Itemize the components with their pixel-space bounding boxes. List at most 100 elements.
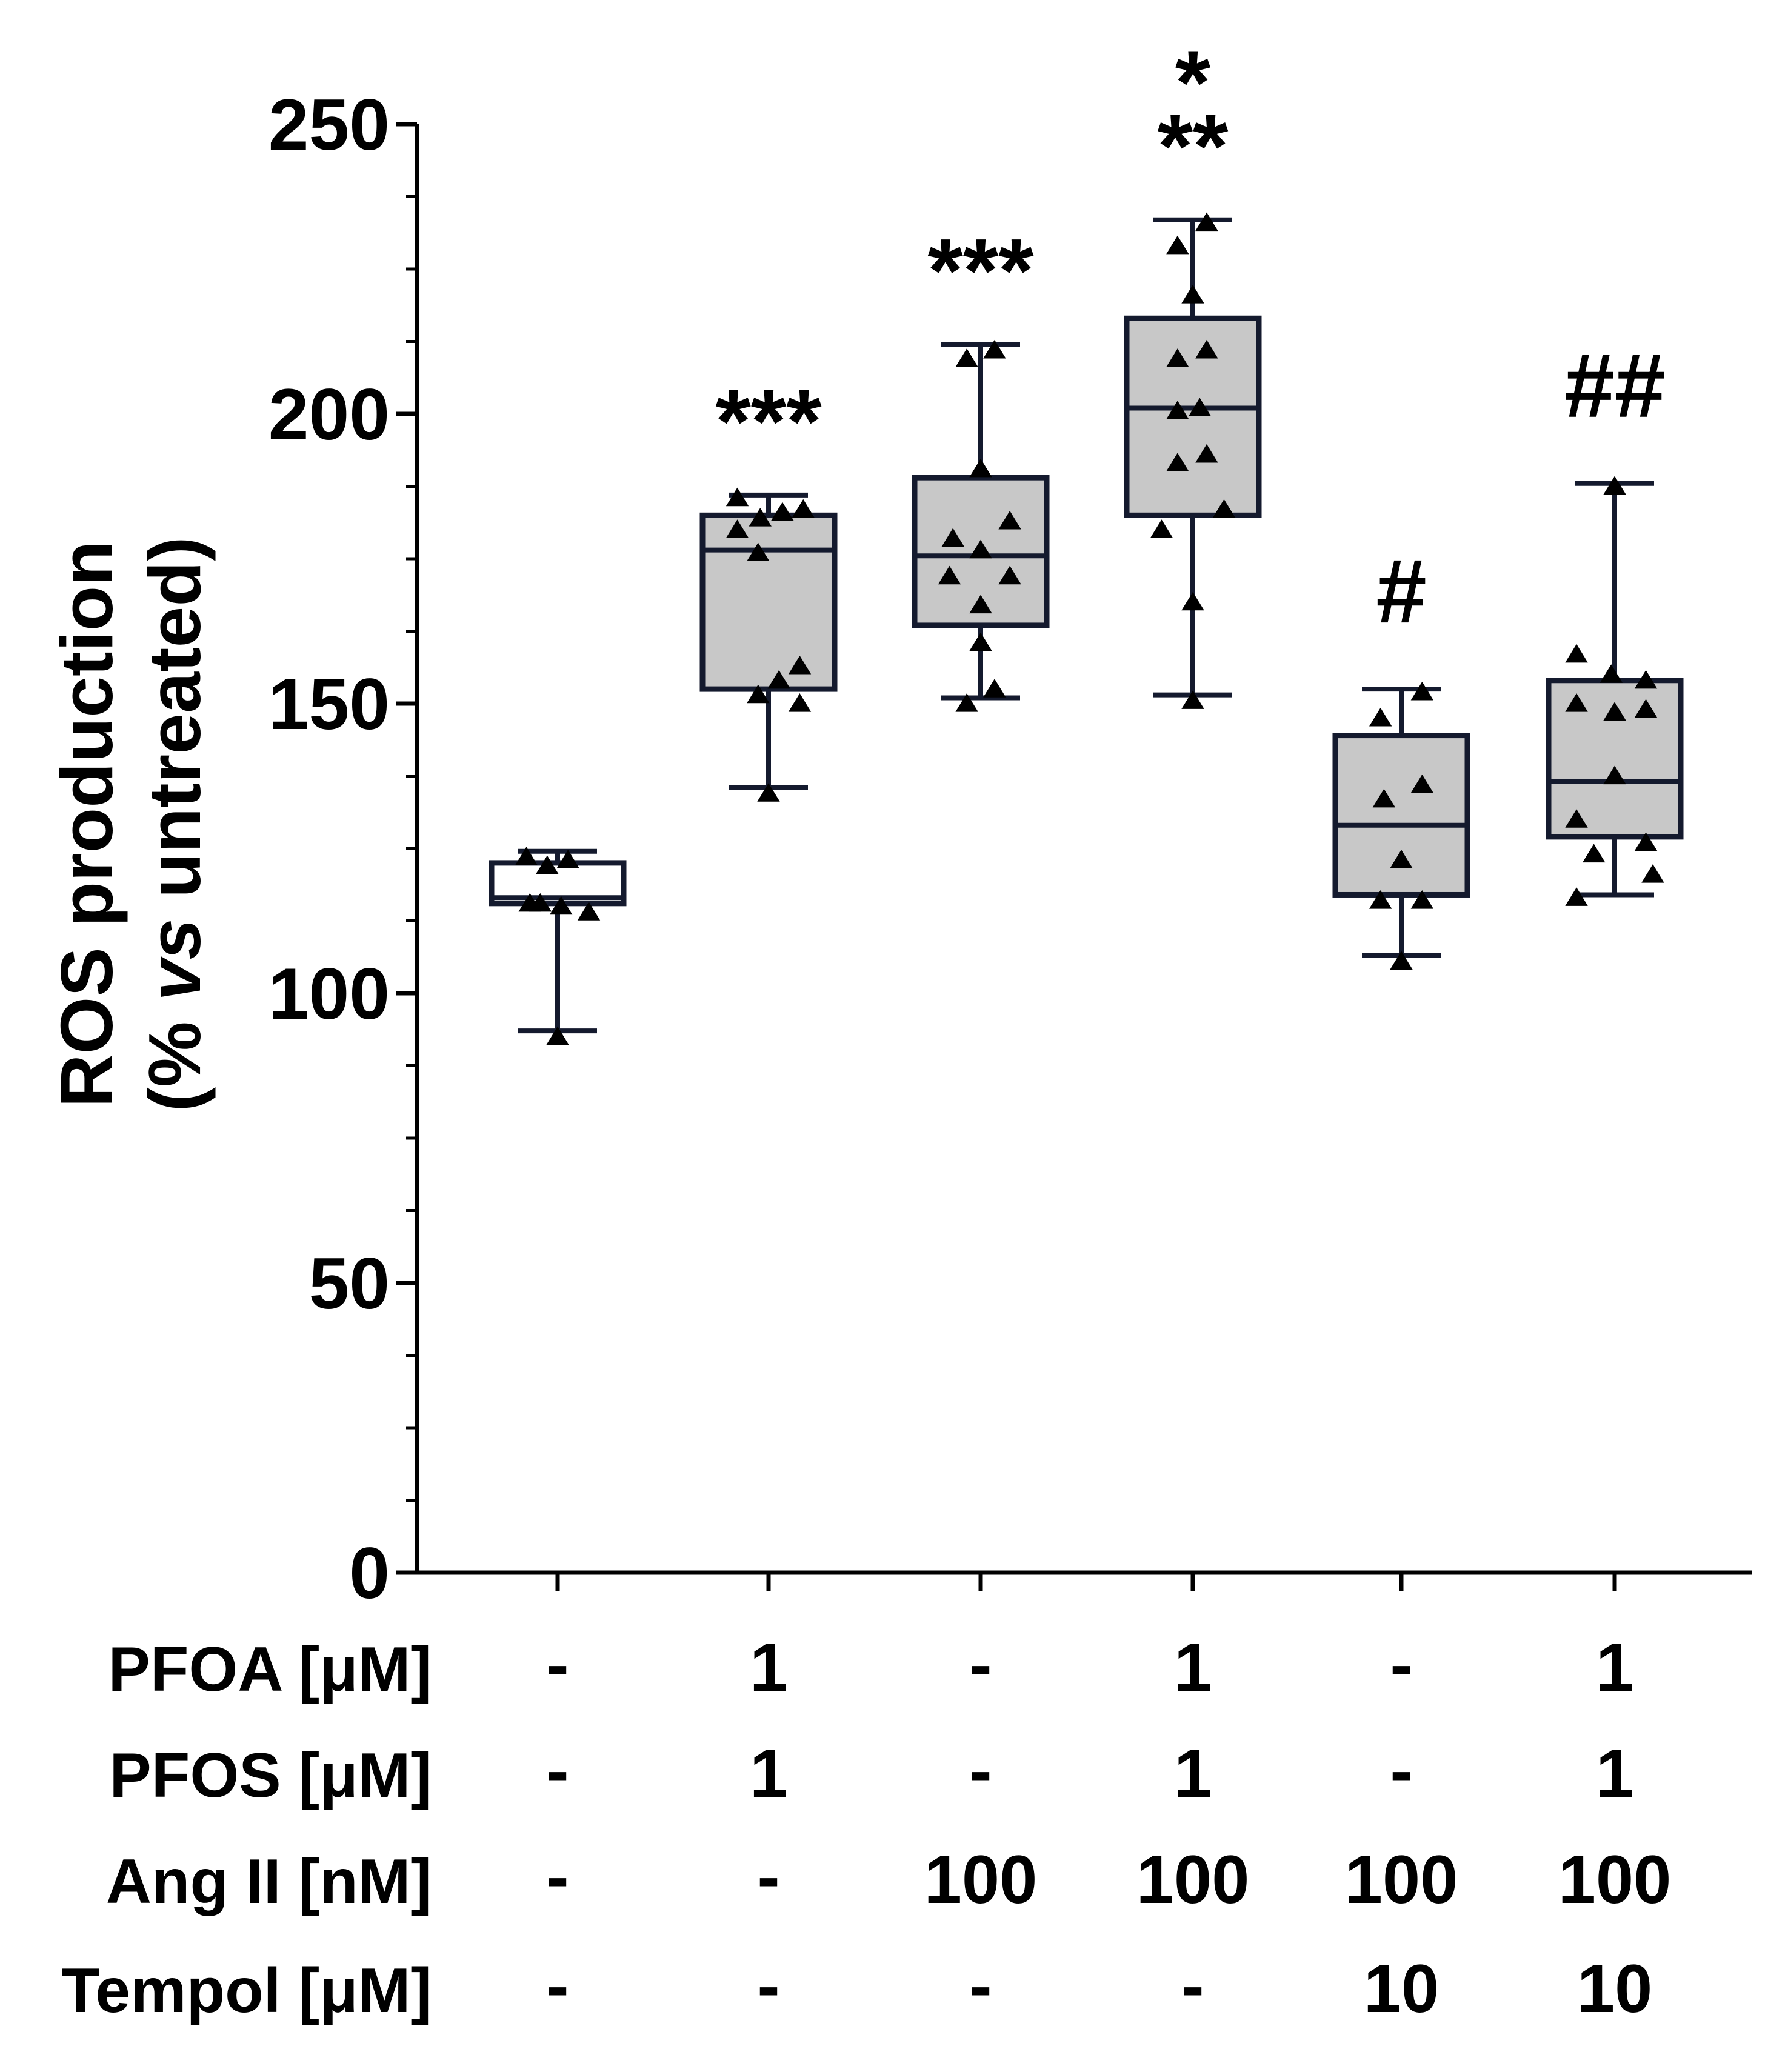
- data-point-triangle: [1166, 401, 1189, 419]
- y-tick-label: 200: [269, 374, 390, 455]
- treatment-cell: -: [969, 1948, 992, 2024]
- data-point-triangle: [1369, 890, 1392, 909]
- treatment-cell: -: [546, 1733, 569, 1808]
- iqr-box: [699, 512, 838, 692]
- treatment-table: PFOA [μM] - 1 - 1 - 1 PFOS [μM] - 1 - 1 - 1 Ang II [nM…: [62, 1627, 1672, 2027]
- data-point-triangle: [1582, 844, 1606, 863]
- data-point-triangle: [1166, 235, 1189, 255]
- data-point-triangle: [1565, 887, 1588, 906]
- data-point-triangle: [1166, 348, 1189, 367]
- treatment-cell: 100: [1345, 1842, 1458, 1917]
- data-point-triangle: [546, 1026, 569, 1045]
- y-axis-title-line2-pre: (%: [133, 1001, 216, 1112]
- treatment-row-label: PFOA [μM]: [108, 1634, 432, 1705]
- data-point-triangle: [515, 847, 538, 865]
- treatment-cell: 1: [1174, 1630, 1212, 1705]
- data-point-triangle: [1410, 890, 1434, 909]
- boxes: [489, 217, 1684, 1034]
- data-point-triangle: [529, 893, 552, 912]
- data-point-triangle: [792, 499, 815, 518]
- data-point-triangle: [938, 565, 961, 585]
- treatment-cell: 10: [1364, 1951, 1439, 2027]
- y-axis-title-line1: ROS production: [45, 541, 128, 1107]
- treatment-cell: -: [546, 1839, 569, 1914]
- treatment-cell: 10: [1577, 1951, 1653, 2027]
- y-axis-title-line2: (% vs untreated): [133, 536, 216, 1111]
- treatment-cell: -: [969, 1733, 992, 1808]
- data-point-triangle: [1565, 693, 1588, 712]
- data-point-triangle: [536, 855, 559, 874]
- treatment-cell: 1: [1596, 1630, 1633, 1705]
- significance-marker: ***: [927, 219, 1034, 321]
- treatment-cell: -: [1390, 1627, 1412, 1702]
- iqr-box: [1332, 733, 1470, 898]
- data-point-triangle: [969, 539, 992, 559]
- data-point-triangle: [1410, 774, 1434, 793]
- y-tick-label: 0: [349, 1533, 390, 1614]
- treatment-cell: 1: [750, 1736, 787, 1811]
- significance-marker: **: [1158, 95, 1229, 197]
- axes: 0 50 100 150 200 250: [269, 84, 1752, 1614]
- treatment-row-label: PFOS [μM]: [109, 1741, 432, 1811]
- significance-marker: ***: [715, 370, 822, 472]
- data-point-triangle: [941, 528, 964, 547]
- data-point-triangle: [1195, 212, 1218, 232]
- treatment-cell: 100: [1136, 1842, 1250, 1917]
- data-point-triangle: [788, 693, 812, 712]
- data-point-triangle: [1603, 702, 1626, 721]
- data-point-triangle: [998, 565, 1021, 585]
- data-point-triangle: [747, 542, 770, 562]
- data-point-triangle: [1600, 664, 1623, 683]
- treatment-cell: 100: [1558, 1842, 1672, 1917]
- box-group: [489, 848, 627, 1034]
- data-point-triangle: [1641, 864, 1664, 883]
- data-point-triangle: [726, 519, 749, 538]
- data-point-triangle: [1634, 670, 1658, 689]
- treatment-cell: 1: [750, 1630, 787, 1705]
- data-point-triangle: [1634, 699, 1658, 718]
- treatment-cell: 1: [1596, 1736, 1633, 1811]
- iqr-box: [1124, 315, 1262, 518]
- data-point-triangle: [969, 595, 992, 614]
- treatment-cell: -: [757, 1839, 779, 1914]
- data-point-triangle: [1181, 690, 1204, 709]
- data-point-triangle: [771, 502, 794, 521]
- data-point-triangle: [969, 458, 992, 478]
- data-point-triangle: [550, 896, 573, 915]
- treatment-cell: 100: [924, 1842, 1038, 1917]
- data-point-triangle: [998, 510, 1021, 530]
- data-point-triangle: [955, 348, 978, 367]
- treatment-cell: -: [546, 1948, 569, 2024]
- significance-markers: *********###: [715, 32, 1665, 642]
- data-point-triangle: [757, 783, 780, 802]
- y-axis-title-line2-post: untreated): [133, 536, 216, 918]
- data-point-triangle: [1150, 519, 1173, 538]
- box-group: [1546, 481, 1684, 898]
- data-point-triangle: [1195, 444, 1218, 463]
- data-point-triangle: [1565, 809, 1588, 828]
- box-group: [699, 492, 838, 790]
- treatment-row-label: Tempol [μM]: [62, 1956, 432, 2026]
- treatment-cell: -: [757, 1948, 779, 2024]
- data-point-triangle: [1390, 951, 1413, 970]
- data-point-triangle: [749, 508, 772, 527]
- data-point-triangle: [969, 632, 992, 651]
- y-tick-label: 100: [269, 953, 390, 1034]
- y-tick-label: 150: [269, 664, 390, 745]
- treatment-cell: 1: [1174, 1736, 1212, 1811]
- data-point-triangle: [1603, 476, 1626, 495]
- data-point-triangle: [767, 670, 790, 689]
- data-point-triangle: [577, 902, 601, 921]
- significance-marker: #: [1376, 540, 1426, 642]
- data-point-triangle: [983, 679, 1006, 698]
- data-point-triangle: [1372, 788, 1396, 808]
- treatment-cell: -: [1181, 1948, 1204, 2024]
- y-axis-label: ROS production (% vs untreated): [45, 536, 216, 1111]
- treatment-cell: -: [1390, 1733, 1412, 1808]
- significance-marker: ##: [1564, 335, 1666, 436]
- data-point-triangle: [1603, 765, 1626, 785]
- data-point-triangle: [1188, 398, 1212, 417]
- data-point-triangle: [1181, 285, 1204, 304]
- y-tick-label: 250: [269, 84, 390, 165]
